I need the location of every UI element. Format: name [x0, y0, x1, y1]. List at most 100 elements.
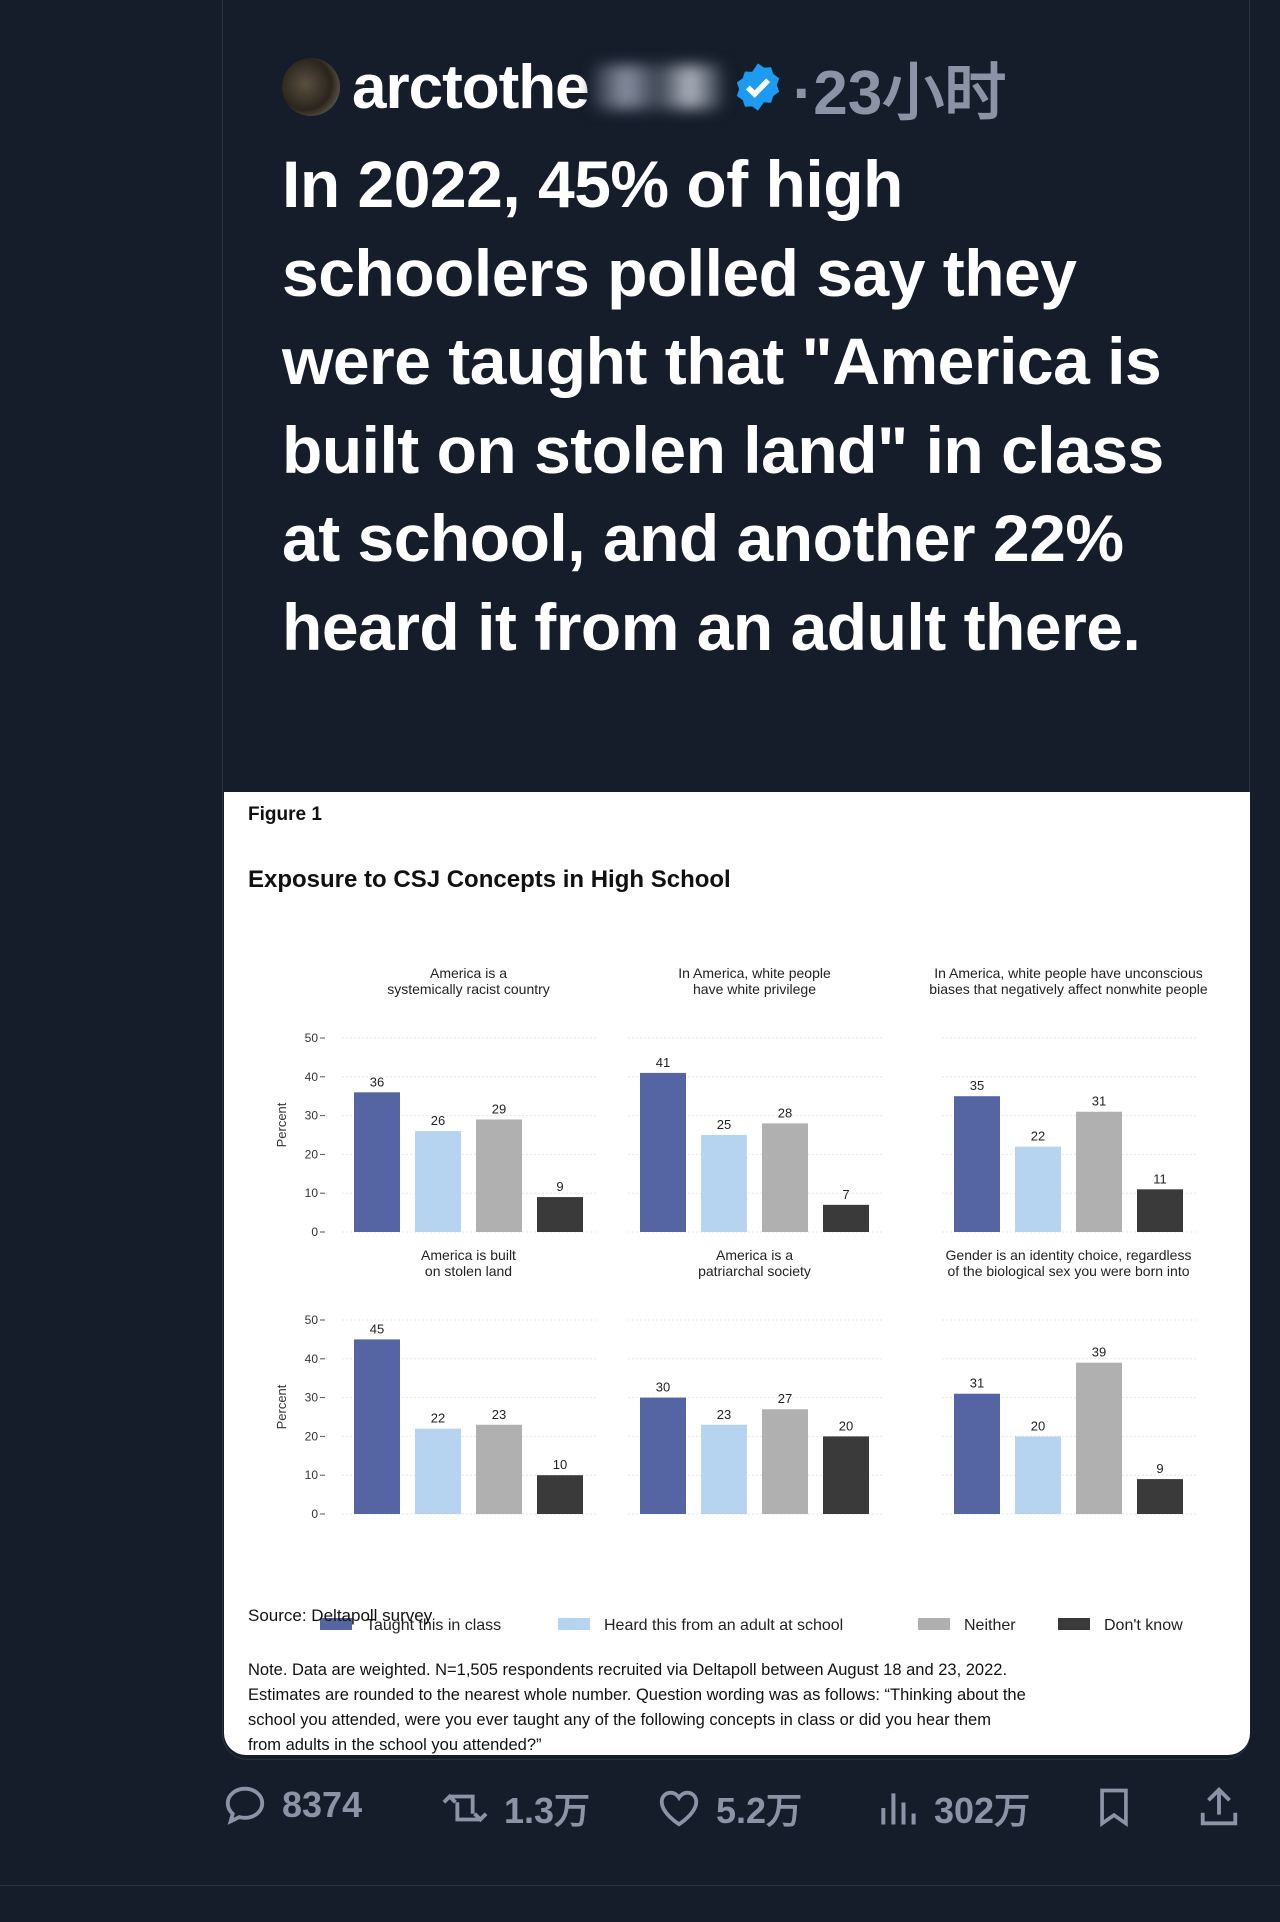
share-icon [1200, 1787, 1238, 1826]
legend-label: Neither [964, 1617, 1016, 1634]
bar-label: 39 [1092, 1345, 1106, 1360]
bar-label: 9 [1156, 1461, 1163, 1476]
share-button[interactable] [1196, 1782, 1256, 1832]
y-tick-label: 30 [305, 1391, 319, 1405]
bar-label: 26 [431, 1113, 445, 1128]
y-tick-label: 50 [305, 1313, 319, 1327]
panel-title: In America, white people [678, 965, 831, 981]
like-count: 5.2万 [716, 1790, 803, 1831]
legend-label: Don't know [1104, 1617, 1183, 1634]
bar-label: 36 [370, 1074, 384, 1089]
bar [640, 1397, 686, 1514]
bar [537, 1475, 583, 1514]
bar [1137, 1479, 1183, 1514]
panel-title: Gender is an identity choice, regardless [946, 1247, 1192, 1263]
figure-source: Source: Deltapoll survey [248, 1606, 433, 1625]
bar-label: 29 [492, 1101, 506, 1116]
panel-title: biases that negatively affect nonwhite p… [929, 981, 1208, 997]
y-tick-label: 0 [311, 1225, 318, 1239]
bar [1076, 1362, 1122, 1514]
legend-label: Taught this in class [366, 1617, 501, 1634]
y-tick-label: 30 [305, 1109, 319, 1123]
panel-title: America is a [716, 1247, 793, 1263]
legend-swatch [558, 1618, 590, 1630]
y-tick-label: 40 [305, 1352, 319, 1366]
like-button[interactable]: 5.2万 [656, 1782, 802, 1834]
y-tick-label: 40 [305, 1070, 319, 1084]
bar [415, 1131, 461, 1232]
y-axis-label: Percent [274, 1384, 289, 1429]
figure-title: Exposure to CSJ Concepts in High School [248, 866, 731, 893]
figure-label: Figure 1 [248, 804, 322, 825]
bar-label: 23 [492, 1407, 506, 1422]
bar [415, 1428, 461, 1514]
y-tick-label: 10 [305, 1468, 319, 1482]
reply-count: 8374 [282, 1784, 363, 1825]
bar [1015, 1436, 1061, 1514]
panel-title: of the biological sex you were born into [947, 1263, 1189, 1279]
username[interactable]: arctothe [352, 52, 590, 122]
bar-label: 9 [556, 1179, 563, 1194]
panel-title: America is a [430, 965, 507, 981]
bookmark-icon [1100, 1788, 1128, 1828]
bar [537, 1197, 583, 1232]
bar-label: 22 [431, 1411, 445, 1426]
bar-label: 25 [717, 1117, 731, 1132]
bookmark-button[interactable] [1092, 1782, 1150, 1832]
bar [476, 1119, 522, 1232]
y-tick-label: 10 [305, 1186, 319, 1200]
panel-title: on stolen land [425, 1263, 512, 1279]
figure-note: Note. Data are weighted. N=1,505 respond… [248, 1661, 1026, 1754]
bar-label: 10 [553, 1457, 567, 1472]
attached-image[interactable]: Figure 1 Exposure to CSJ Concepts in Hig… [224, 792, 1250, 1755]
heart-icon [659, 1790, 699, 1827]
bar-label: 7 [842, 1187, 849, 1202]
verified-badge-icon [736, 63, 779, 111]
bar [762, 1123, 808, 1232]
bar [354, 1092, 400, 1232]
panel-title: systemically racist country [387, 981, 550, 997]
legend-swatch [918, 1618, 950, 1630]
divider [0, 1885, 1280, 1886]
panel-title: patriarchal society [698, 1263, 811, 1279]
tweet-actions: 8374 1.3万 5.2万 302万 [222, 1782, 1252, 1842]
bar [701, 1135, 747, 1232]
bar [1076, 1111, 1122, 1232]
y-tick-label: 50 [305, 1031, 319, 1045]
reply-icon [225, 1786, 265, 1825]
panel-title: have white privilege [693, 981, 816, 997]
legend-swatch [1058, 1618, 1090, 1630]
bar [823, 1204, 869, 1232]
bar [1137, 1189, 1183, 1232]
bar [640, 1072, 686, 1232]
timestamp[interactable]: ·23小时 [792, 59, 1007, 128]
bar-label: 45 [370, 1321, 384, 1336]
bar [701, 1424, 747, 1514]
y-axis-label: Percent [274, 1102, 289, 1147]
bar-label: 20 [1031, 1418, 1045, 1433]
avatar[interactable] [282, 58, 340, 116]
legend-label: Heard this from an adult at school [604, 1617, 843, 1634]
views-count: 302万 [934, 1790, 1031, 1831]
bar-label: 20 [839, 1418, 853, 1433]
bar [476, 1424, 522, 1514]
legend-swatch [320, 1618, 352, 1630]
panel-title: America is built [421, 1247, 516, 1263]
tweet-text: In 2022, 45% of high schoolers polled sa… [282, 147, 1164, 664]
views-icon [881, 1793, 916, 1825]
bar-label: 23 [717, 1407, 731, 1422]
bar [954, 1096, 1000, 1232]
bar [954, 1393, 1000, 1514]
bar-label: 11 [1153, 1171, 1167, 1186]
views-button[interactable]: 302万 [876, 1782, 1030, 1834]
tweet-header: arctothe ·23小时 [282, 52, 1006, 128]
y-tick-label: 20 [305, 1429, 319, 1443]
retweet-count: 1.3万 [504, 1790, 591, 1831]
bar-label: 30 [656, 1380, 670, 1395]
bar [1015, 1146, 1061, 1232]
retweet-button[interactable]: 1.3万 [440, 1782, 590, 1834]
bar [762, 1409, 808, 1514]
bar [354, 1339, 400, 1514]
reply-button[interactable]: 8374 [222, 1782, 362, 1828]
bar-label: 27 [778, 1391, 792, 1406]
